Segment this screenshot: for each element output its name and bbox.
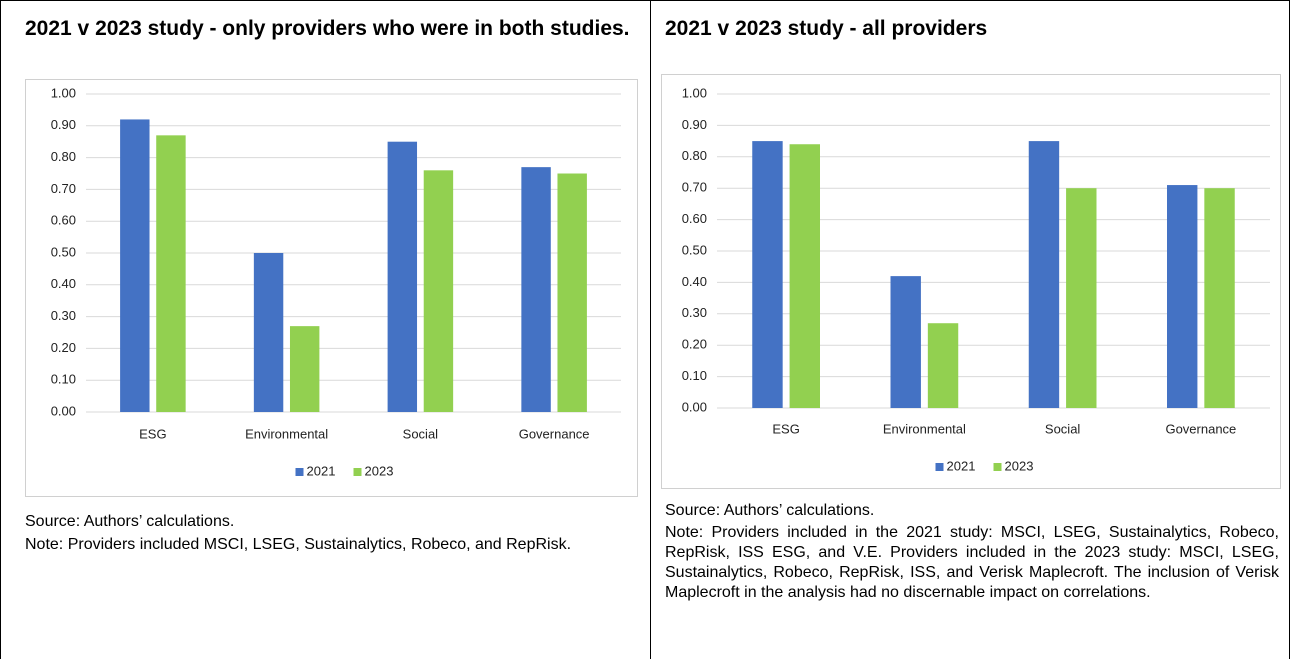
y-tick-label: 0.20 — [682, 337, 707, 352]
bar — [927, 323, 959, 408]
y-tick-label: 0.20 — [51, 340, 76, 355]
y-tick-label: 0.10 — [682, 368, 707, 383]
note: Note: Providers included in the 2021 stu… — [665, 524, 1279, 601]
x-tick-label: Social — [403, 426, 439, 441]
y-tick-label: 0.60 — [682, 211, 707, 226]
y-tick-label: 0.90 — [51, 117, 76, 132]
legend-label: 2023 — [1005, 458, 1034, 473]
bar — [253, 253, 284, 412]
legend-label: 2021 — [947, 458, 976, 473]
bar — [1167, 185, 1198, 408]
bar — [1204, 188, 1235, 408]
bar — [1066, 188, 1097, 408]
y-tick-label: 0.30 — [51, 308, 76, 323]
legend-swatch — [353, 468, 362, 476]
x-tick-label: Social — [1045, 421, 1081, 436]
y-tick-label: 0.00 — [682, 399, 707, 414]
bar — [557, 173, 587, 412]
bar — [120, 119, 150, 412]
y-tick-label: 1.00 — [51, 85, 76, 100]
y-tick-label: 0.30 — [682, 305, 707, 320]
x-tick-label: ESG — [772, 421, 799, 436]
chart: 0.00 0.10 0.20 0.30 0.40 0.50 0.60 0.70 0.80 0.90… — [25, 79, 638, 497]
bar — [521, 167, 551, 412]
chart-title: 2021 v 2023 study - all providers — [665, 17, 988, 40]
bar — [387, 141, 418, 412]
bar — [289, 326, 320, 412]
chart: 0.00 0.10 0.20 0.30 0.40 0.50 0.60 0.70 0.80 0.90… — [661, 74, 1281, 489]
bar — [890, 276, 921, 408]
x-tick-label: ESG — [139, 426, 166, 441]
y-tick-label: 0.90 — [682, 117, 707, 132]
chart-title: 2021 v 2023 study - only providers who w… — [25, 17, 630, 40]
y-tick-label: 0.70 — [682, 180, 707, 195]
bar — [752, 141, 783, 408]
bar — [1028, 141, 1060, 408]
x-tick-label: Environmental — [245, 426, 328, 441]
legend-swatch — [935, 463, 944, 471]
bar — [423, 170, 454, 412]
x-tick-label: Governance — [519, 426, 590, 441]
y-tick-label: 0.50 — [51, 244, 76, 259]
note: Note: Providers included MSCI, LSEG, Sus… — [25, 536, 572, 553]
x-tick-label: Environmental — [883, 421, 966, 436]
left-cell: 2021 v 2023 study - only providers who w… — [0, 0, 650, 659]
source: Source: Authors’ calculations. — [665, 502, 875, 519]
y-tick-label: 0.80 — [682, 148, 707, 163]
source: Source: Authors’ calculations. — [25, 513, 235, 530]
y-tick-label: 1.00 — [682, 85, 707, 100]
bar — [789, 144, 820, 408]
legend-swatch — [993, 463, 1002, 471]
legend-label: 2021 — [307, 463, 336, 478]
bar — [156, 135, 186, 412]
y-tick-label: 0.10 — [51, 372, 76, 387]
y-tick-label: 0.60 — [51, 213, 76, 228]
y-tick-label: 0.40 — [51, 276, 76, 291]
y-tick-label: 0.00 — [51, 403, 76, 418]
y-tick-label: 0.70 — [51, 181, 76, 196]
y-tick-label: 0.50 — [682, 242, 707, 257]
y-tick-label: 0.80 — [51, 149, 76, 164]
y-tick-label: 0.40 — [682, 274, 707, 289]
right-cell: 2021 v 2023 study - all providers 0.00 0.… — [650, 0, 1290, 659]
legend-label: 2023 — [365, 463, 394, 478]
legend-swatch — [295, 468, 304, 476]
x-tick-label: Governance — [1165, 421, 1236, 436]
